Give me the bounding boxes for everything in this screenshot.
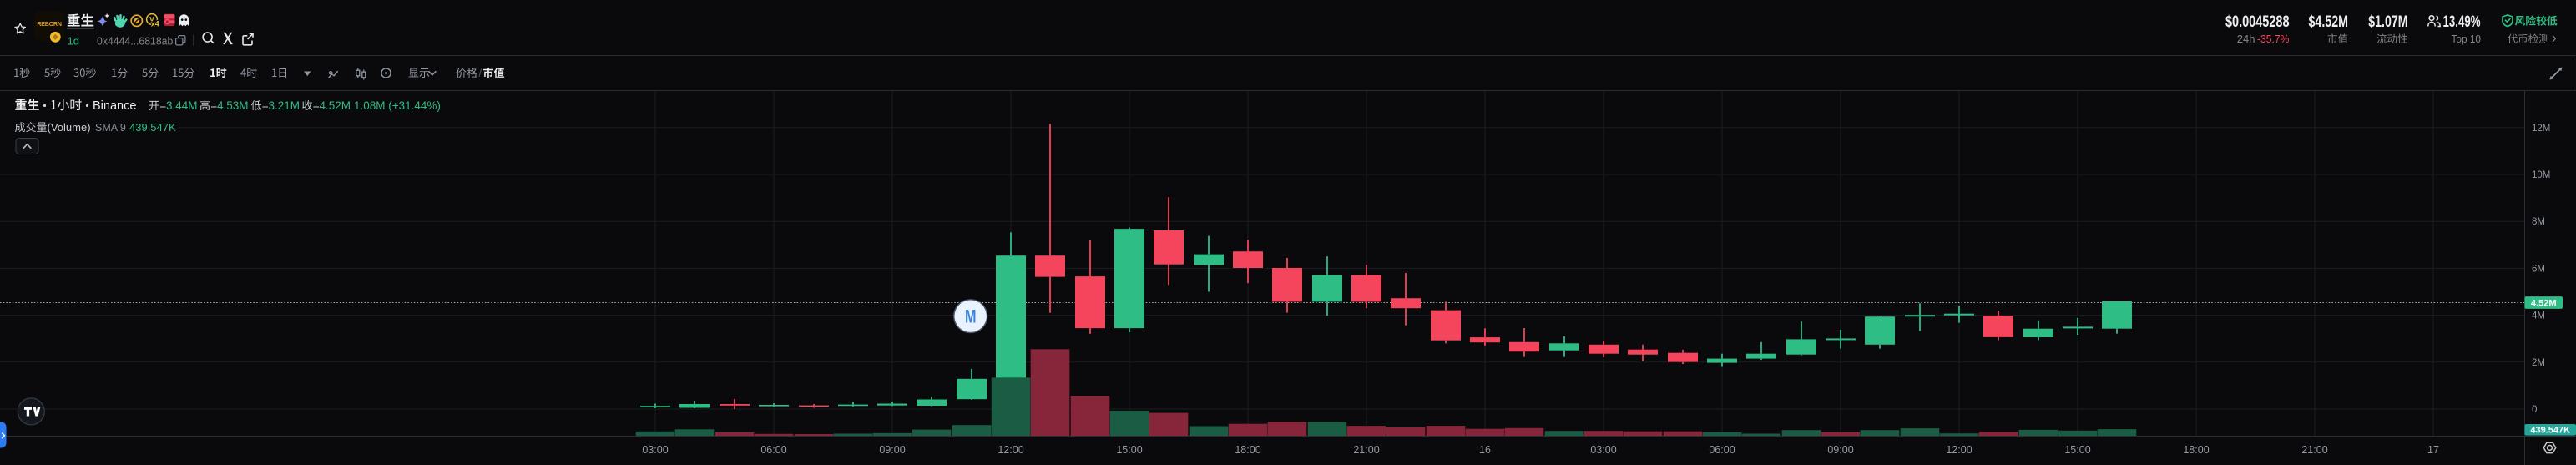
svg-text:18:00: 18:00 <box>2183 444 2209 456</box>
svg-text:SMA 9: SMA 9 <box>95 122 126 134</box>
svg-text:/: / <box>479 67 482 79</box>
svg-text:439.547K: 439.547K <box>129 121 176 134</box>
svg-text:17: 17 <box>2427 444 2439 456</box>
svg-text:$0.0045288: $0.0045288 <box>2225 13 2290 31</box>
svg-text:03:00: 03:00 <box>642 444 668 456</box>
svg-text:12M: 12M <box>2532 124 2550 134</box>
svg-text:10M: 10M <box>2532 170 2550 180</box>
svg-text:06:00: 06:00 <box>1709 444 1735 456</box>
svg-text:=: = <box>262 99 269 112</box>
svg-text:03:00: 03:00 <box>1590 444 1616 456</box>
svg-text:x4: x4 <box>151 19 159 28</box>
svg-text:1d: 1d <box>68 35 79 48</box>
svg-text:18:00: 18:00 <box>1235 444 1260 456</box>
svg-text:$4.52M: $4.52M <box>2309 13 2349 31</box>
svg-text:M: M <box>965 306 977 326</box>
svg-text:0: 0 <box>2532 405 2537 415</box>
svg-text:13.49%: 13.49% <box>2443 13 2481 31</box>
svg-text:4.52M: 4.52M <box>320 99 351 112</box>
svg-text:4.52M: 4.52M <box>2531 299 2557 309</box>
svg-text:2M: 2M <box>2532 358 2545 368</box>
svg-text:24h: 24h <box>2237 33 2255 45</box>
svg-text:=: = <box>210 99 217 112</box>
svg-text:4M: 4M <box>2532 311 2545 321</box>
svg-text:-35.7%: -35.7% <box>2257 33 2290 45</box>
svg-text:12:00: 12:00 <box>998 444 1023 456</box>
svg-text:0x4444...6818ab: 0x4444...6818ab <box>97 36 173 48</box>
svg-text:=: = <box>159 99 166 112</box>
svg-text:3.44M: 3.44M <box>166 99 198 112</box>
svg-text:06:00: 06:00 <box>760 444 786 456</box>
svg-text:6M: 6M <box>2532 264 2545 274</box>
svg-text:15:00: 15:00 <box>2064 444 2090 456</box>
svg-text:09:00: 09:00 <box>879 444 905 456</box>
svg-text:21:00: 21:00 <box>1353 444 1379 456</box>
svg-text:1.08M (+31.44%): 1.08M (+31.44%) <box>354 99 441 112</box>
svg-text:15:00: 15:00 <box>1116 444 1142 456</box>
svg-text:09:00: 09:00 <box>1827 444 1853 456</box>
svg-text:439.547K: 439.547K <box>2530 426 2570 436</box>
svg-text:=: = <box>313 99 320 112</box>
svg-text:21:00: 21:00 <box>2301 444 2327 456</box>
svg-text:REBORN: REBORN <box>37 20 61 28</box>
svg-text:$1.07M: $1.07M <box>2368 13 2407 31</box>
svg-text:3.21M: 3.21M <box>269 99 301 112</box>
svg-text:V: V <box>149 15 154 23</box>
svg-text:(Volume): (Volume) <box>48 121 91 134</box>
svg-text:Top 10: Top 10 <box>2452 33 2482 45</box>
svg-text:12:00: 12:00 <box>1946 444 1972 456</box>
svg-text:16: 16 <box>1479 444 1491 456</box>
svg-text:Binance: Binance <box>93 99 136 113</box>
svg-text:8M: 8M <box>2532 217 2545 227</box>
svg-text:4.53M: 4.53M <box>217 99 249 112</box>
